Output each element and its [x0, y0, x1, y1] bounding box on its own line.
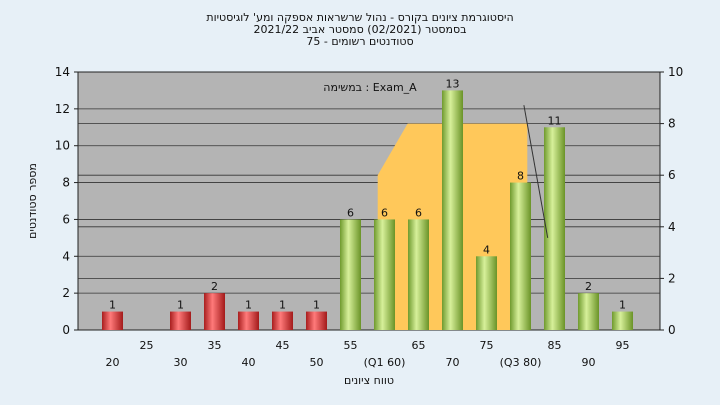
- y-left-tick-2: 2: [62, 286, 70, 300]
- bar-label-40: 1: [245, 299, 252, 312]
- y-right-tick-8: 8: [668, 117, 676, 131]
- title-line-2: בסמסטר (02/2021) סמסטר אביב 2021/22: [253, 23, 466, 36]
- bar-label-35: 2: [211, 280, 218, 293]
- y-right-tick-2: 2: [668, 271, 676, 285]
- x-axis-label: טווח ציונים: [344, 374, 394, 387]
- x-tick-50: 50: [310, 356, 324, 369]
- y-left-tick-4: 4: [62, 249, 70, 263]
- bar-75: [476, 256, 497, 330]
- whisker-line: [523, 105, 549, 238]
- bar-label-95: 1: [619, 299, 626, 312]
- chart-title: היסטוגרמת ציונים בקורס - נהול שרשראות אס…: [206, 11, 513, 48]
- y-axis-label: מספר סטודנטים: [26, 163, 39, 239]
- x-tick-40: 40: [242, 356, 256, 369]
- bar-label-55: 6: [347, 206, 354, 219]
- x-tick-30: 30: [174, 356, 188, 369]
- x-tick-45: 45: [276, 339, 290, 352]
- title-line-3: סטודנטים רשומים - 75: [306, 35, 413, 48]
- bar-85: [544, 127, 565, 331]
- x-tick-60: (Q1 60): [364, 356, 406, 369]
- y-axis-left-ticks: 0 2 4 6 8 10 12 14: [55, 65, 78, 337]
- y-right-tick-10: 10: [668, 65, 683, 79]
- bar-40: [238, 311, 259, 330]
- y-axis-right-ticks: 0 2 4 6 8 10: [660, 65, 683, 337]
- x-tick-90: 90: [582, 356, 596, 369]
- bar-label-20: 1: [109, 299, 116, 312]
- y-left-tick-8: 8: [62, 176, 70, 190]
- bar-label-70: 13: [446, 77, 460, 90]
- x-axis-ticks: 20 25 30 35 40 45 50 55 (Q1 60) 65 70 75 (Q3 80) 85 90…: [106, 339, 630, 369]
- x-tick-35: 35: [208, 339, 222, 352]
- bar-label-50: 1: [313, 299, 320, 312]
- bar-60: [374, 219, 395, 330]
- plot-area: [77, 71, 661, 331]
- bar-90: [578, 293, 599, 330]
- x-tick-70: 70: [446, 356, 460, 369]
- bar-label-75: 4: [483, 243, 490, 256]
- x-tick-25: 25: [140, 339, 154, 352]
- bar-65: [408, 219, 429, 330]
- bar-50: [306, 311, 327, 330]
- annotation-label: במשימה : Exam_A: [323, 81, 417, 94]
- y-left-tick-10: 10: [55, 139, 70, 153]
- x-tick-80: (Q3 80): [500, 356, 542, 369]
- bar-55: [340, 219, 361, 330]
- y-right-tick-6: 6: [668, 168, 676, 182]
- x-tick-20: 20: [106, 356, 120, 369]
- y-left-tick-6: 6: [62, 212, 70, 226]
- bar-35: [204, 293, 225, 330]
- y-left-tick-14: 14: [55, 65, 70, 79]
- bar-80: [510, 182, 531, 330]
- bar-70: [442, 90, 463, 330]
- bar-label-90: 2: [585, 280, 592, 293]
- x-tick-55: 55: [344, 339, 358, 352]
- bar-label-85: 11: [548, 114, 562, 127]
- y-right-tick-0: 0: [668, 323, 676, 337]
- bar-45: [272, 311, 293, 330]
- bar-label-80: 8: [517, 170, 524, 183]
- bars: [102, 90, 633, 331]
- x-tick-85: 85: [548, 339, 562, 352]
- y-right-tick-4: 4: [668, 220, 676, 234]
- bar-label-65: 6: [415, 206, 422, 219]
- x-tick-75: 75: [480, 339, 494, 352]
- bar-95: [612, 311, 633, 330]
- x-tick-65: 65: [412, 339, 426, 352]
- title-line-1: היסטוגרמת ציונים בקורס - נהול שרשראות אס…: [206, 11, 513, 24]
- bar-label-45: 1: [279, 299, 286, 312]
- x-tick-95: 95: [616, 339, 630, 352]
- y-left-tick-0: 0: [62, 323, 70, 337]
- bar-30: [170, 311, 191, 330]
- bar-label-30: 1: [177, 299, 184, 312]
- bar-label-60: 6: [381, 206, 388, 219]
- y-left-tick-12: 12: [55, 102, 70, 116]
- bar-20: [102, 311, 123, 330]
